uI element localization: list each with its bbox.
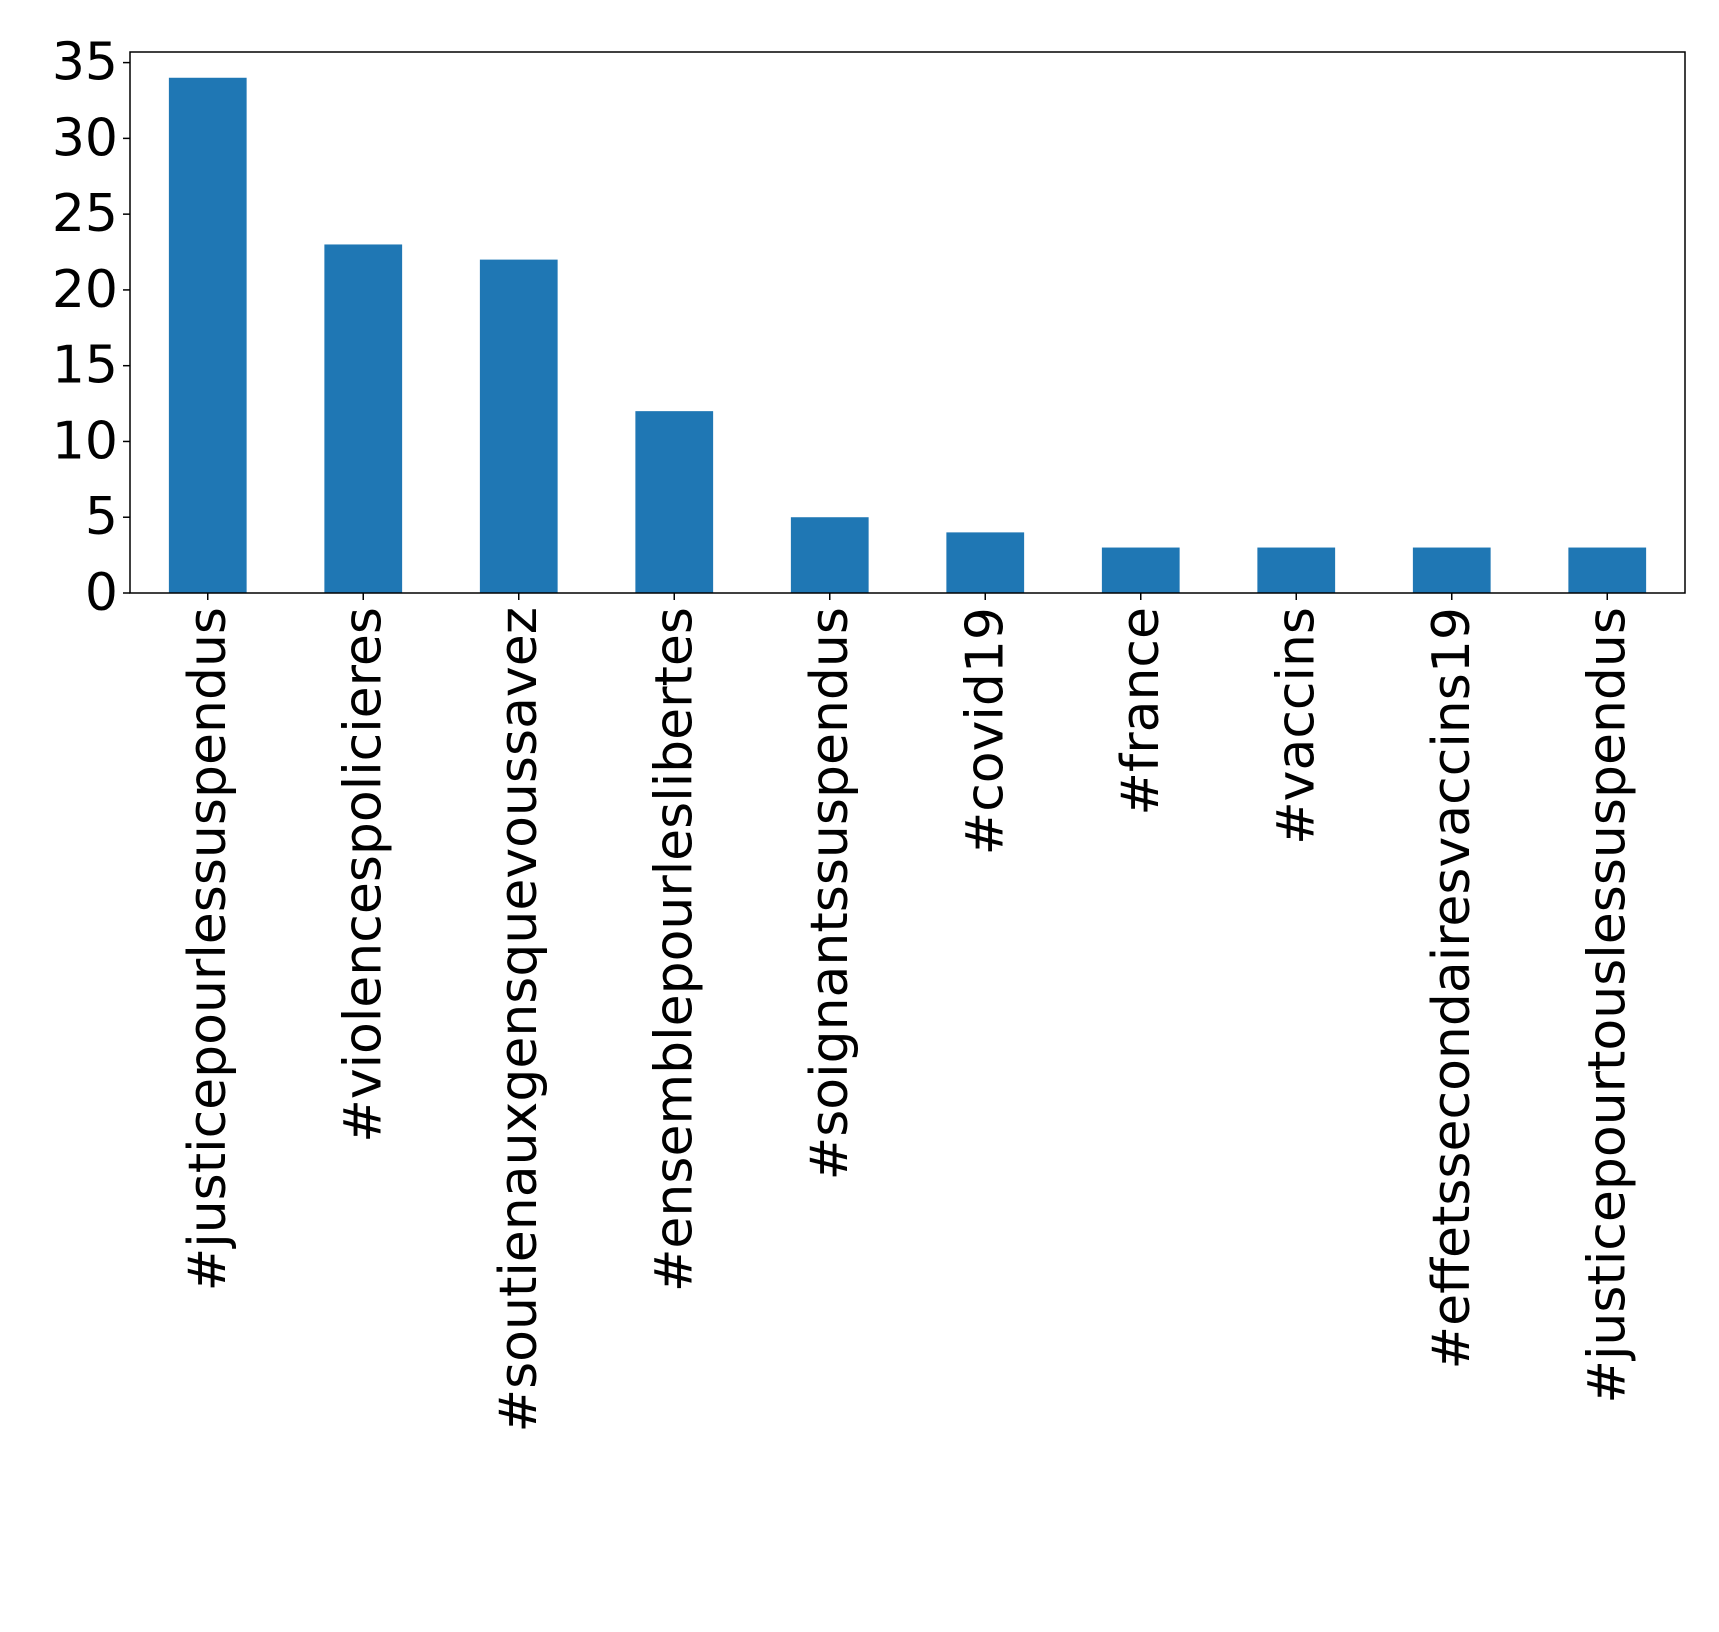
x-tick-label: #vaccins [1266,607,1326,845]
bar-5 [946,532,1025,593]
y-axis: 0 5 10 15 20 25 30 35 [52,33,130,623]
x-tick-label: #covid19 [955,607,1015,855]
bar-2 [479,259,558,593]
y-tick-label: 5 [85,487,118,547]
bar-7 [1257,547,1336,593]
y-tick-label: 20 [52,260,118,320]
bar-6 [1101,547,1180,593]
y-tick-label: 35 [52,33,118,93]
x-tick-label: #ensemblepourleslibertes [644,607,704,1292]
x-tick-label: #violencespolicieres [333,607,393,1143]
x-axis: #justicepourlessuspendus #violencespolici… [178,593,1637,1432]
x-tick-label: #justicepourlessuspendus [178,607,238,1291]
bar-4 [790,517,869,593]
x-tick-label: #france [1111,607,1171,816]
plot-frame [129,51,1686,594]
y-tick-label: 30 [52,108,118,168]
bar-9 [1568,547,1647,593]
bar-1 [324,244,403,593]
bar-0 [168,77,247,593]
x-tick-label: #soutienauxgensquevoussavez [489,607,549,1432]
bar-3 [635,411,714,593]
x-tick-label: #effetssecondairesvaccins19 [1422,607,1482,1369]
x-tick-label: #soignantssuspendus [800,607,860,1180]
y-tick-label: 25 [52,184,118,244]
y-tick-label: 10 [52,411,118,471]
y-tick-label: 0 [85,563,118,623]
bars-group [168,77,1647,593]
x-tick-label: #justicepourtouslessuspendus [1577,607,1637,1404]
bar-8 [1412,547,1491,593]
y-tick-label: 15 [52,336,118,396]
